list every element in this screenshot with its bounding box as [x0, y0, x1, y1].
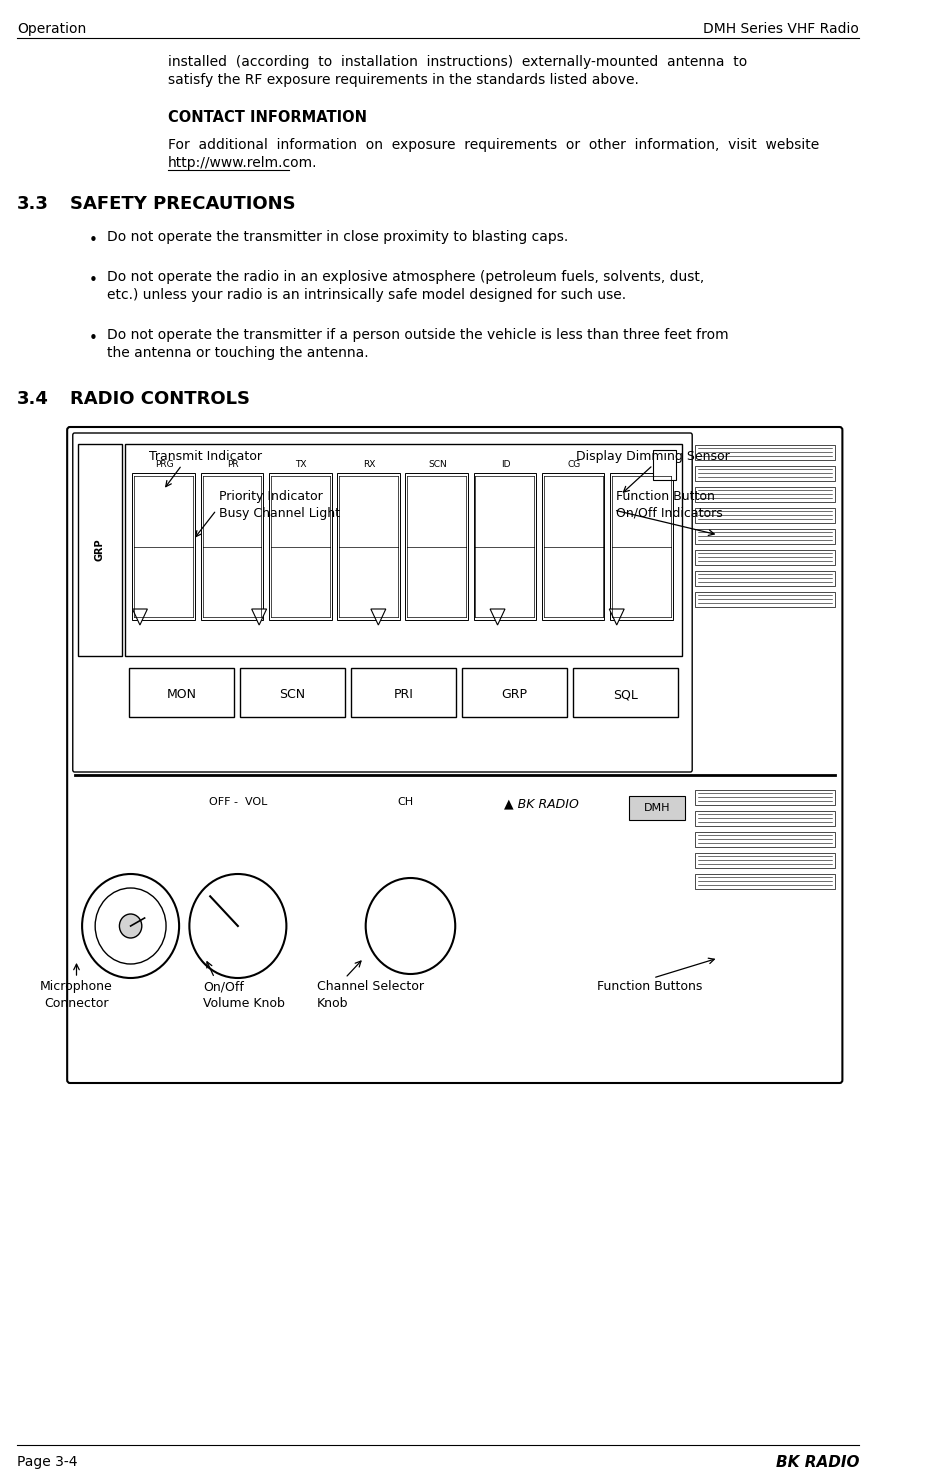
Text: ID: ID [501, 459, 511, 468]
Bar [695, 874, 835, 889]
Text: Channel Selector: Channel Selector [317, 980, 424, 993]
Text: Function Button: Function Button [616, 491, 715, 502]
Text: DMH Series VHF Radio: DMH Series VHF Radio [703, 22, 859, 36]
Text: http://www.relm.com.: http://www.relm.com. [168, 156, 317, 170]
FancyBboxPatch shape [239, 668, 346, 717]
Bar [653, 451, 676, 480]
Text: On/Off Indicators: On/Off Indicators [616, 507, 722, 520]
Circle shape [95, 888, 166, 963]
Text: SCN: SCN [428, 459, 447, 468]
Text: SQL: SQL [613, 688, 638, 701]
Bar [610, 473, 672, 619]
Bar [695, 790, 835, 805]
Text: BK RADIO: BK RADIO [776, 1455, 859, 1470]
Text: Do not operate the radio in an explosive atmosphere (petroleum fuels, solvents, : Do not operate the radio in an explosive… [107, 270, 704, 285]
Text: PRI: PRI [393, 688, 413, 701]
Text: MON: MON [166, 688, 196, 701]
Text: Priority Indicator: Priority Indicator [219, 491, 323, 502]
Text: •: • [89, 273, 98, 288]
Bar [269, 473, 331, 619]
Bar [695, 445, 835, 459]
Bar [695, 571, 835, 585]
FancyBboxPatch shape [462, 668, 567, 717]
Text: ▲ BK RADIO: ▲ BK RADIO [503, 797, 578, 811]
Polygon shape [132, 609, 147, 625]
Text: OFF -  VOL: OFF - VOL [208, 797, 267, 808]
Text: Volume Knob: Volume Knob [204, 997, 285, 1011]
Text: Display Dimming Sensor: Display Dimming Sensor [577, 451, 730, 462]
Bar [695, 508, 835, 523]
Bar [695, 811, 835, 825]
FancyBboxPatch shape [125, 445, 682, 657]
Text: Knob: Knob [317, 997, 348, 1011]
Text: TX: TX [296, 459, 307, 468]
Text: satisfy the RF exposure requirements in the standards listed above.: satisfy the RF exposure requirements in … [168, 73, 639, 87]
Bar [201, 473, 263, 619]
Text: Do not operate the transmitter in close proximity to blasting caps.: Do not operate the transmitter in close … [107, 230, 568, 245]
Text: Microphone: Microphone [40, 980, 113, 993]
Text: GRP: GRP [95, 538, 105, 562]
Text: Function Buttons: Function Buttons [597, 980, 702, 993]
Text: RX: RX [363, 459, 376, 468]
Circle shape [190, 874, 286, 978]
Text: SCN: SCN [280, 688, 305, 701]
Text: Connector: Connector [44, 997, 109, 1011]
Circle shape [82, 874, 179, 978]
Bar [695, 550, 835, 565]
Bar [695, 465, 835, 482]
FancyBboxPatch shape [629, 796, 685, 820]
Text: For  additional  information  on  exposure  requirements  or  other  information: For additional information on exposure r… [168, 138, 819, 153]
Text: Transmit Indicator: Transmit Indicator [148, 451, 262, 462]
Text: •: • [89, 233, 98, 247]
Text: Page 3-4: Page 3-4 [17, 1455, 77, 1469]
Text: Busy Channel Light: Busy Channel Light [219, 507, 340, 520]
Text: DMH: DMH [643, 803, 670, 814]
Text: RADIO CONTROLS: RADIO CONTROLS [70, 390, 250, 408]
Bar [695, 591, 835, 608]
Bar [337, 473, 400, 619]
Text: 3.3: 3.3 [17, 196, 49, 213]
Text: etc.) unless your radio is an intrinsically safe model designed for such use.: etc.) unless your radio is an intrinsica… [107, 288, 626, 302]
Circle shape [119, 914, 142, 938]
Polygon shape [609, 609, 624, 625]
FancyBboxPatch shape [78, 445, 122, 657]
Bar [542, 473, 605, 619]
Bar [695, 488, 835, 502]
FancyBboxPatch shape [72, 433, 692, 772]
FancyBboxPatch shape [351, 668, 456, 717]
Bar [695, 529, 835, 544]
Text: CONTACT INFORMATION: CONTACT INFORMATION [168, 110, 367, 124]
Bar [132, 473, 195, 619]
Text: On/Off: On/Off [204, 980, 244, 993]
Circle shape [365, 877, 455, 974]
FancyBboxPatch shape [129, 668, 234, 717]
Text: GRP: GRP [501, 688, 528, 701]
Text: the antenna or touching the antenna.: the antenna or touching the antenna. [107, 345, 369, 360]
Text: Operation: Operation [17, 22, 86, 36]
Text: CH: CH [398, 797, 414, 808]
Bar [695, 854, 835, 868]
Polygon shape [252, 609, 267, 625]
Bar [473, 473, 536, 619]
Text: PRG: PRG [155, 459, 174, 468]
Polygon shape [371, 609, 386, 625]
Text: PR: PR [227, 459, 239, 468]
Bar [406, 473, 468, 619]
Text: •: • [89, 330, 98, 345]
FancyBboxPatch shape [68, 427, 842, 1083]
Text: Do not operate the transmitter if a person outside the vehicle is less than thre: Do not operate the transmitter if a pers… [107, 328, 729, 342]
Text: 3.4: 3.4 [17, 390, 49, 408]
FancyBboxPatch shape [573, 668, 678, 717]
Text: SAFETY PRECAUTIONS: SAFETY PRECAUTIONS [70, 196, 296, 213]
Text: CG: CG [567, 459, 580, 468]
Text: installed  (according  to  installation  instructions)  externally-mounted  ante: installed (according to installation ins… [168, 55, 747, 70]
Polygon shape [490, 609, 505, 625]
Bar [695, 831, 835, 848]
